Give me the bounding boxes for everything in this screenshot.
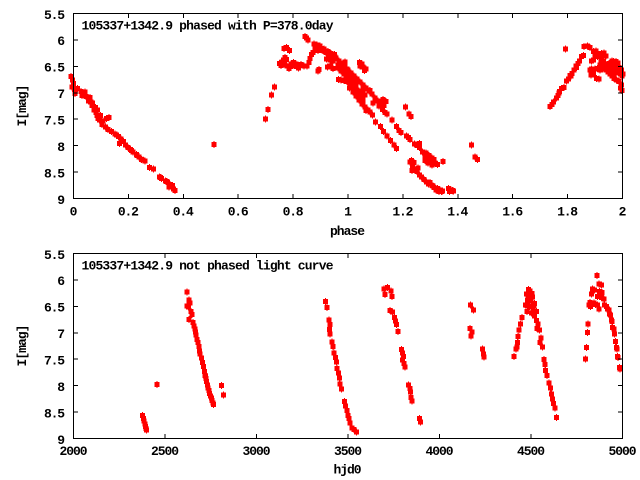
svg-text:9: 9	[57, 193, 65, 208]
svg-text:5.5: 5.5	[44, 248, 65, 263]
svg-text:1.8: 1.8	[557, 205, 578, 220]
svg-text:2000: 2000	[60, 444, 88, 459]
svg-text:phase: phase	[330, 224, 365, 239]
svg-text:2500: 2500	[151, 444, 179, 459]
svg-text:7: 7	[57, 87, 65, 102]
svg-text:I[mag]: I[mag]	[15, 325, 30, 367]
svg-text:I[mag]: I[mag]	[15, 85, 30, 127]
svg-text:105337+1342.9 not phased light: 105337+1342.9 not phased light curve	[82, 259, 334, 274]
svg-text:6.5: 6.5	[44, 61, 65, 76]
svg-text:9: 9	[57, 433, 65, 448]
svg-text:7: 7	[57, 327, 65, 342]
svg-text:6: 6	[57, 34, 65, 49]
svg-text:4500: 4500	[517, 444, 545, 459]
svg-text:1: 1	[344, 205, 352, 220]
svg-text:hjd0: hjd0	[334, 463, 362, 478]
svg-text:0.2: 0.2	[118, 205, 139, 220]
svg-text:7.5: 7.5	[44, 114, 65, 129]
svg-text:3000: 3000	[243, 444, 271, 459]
svg-text:3500: 3500	[334, 444, 362, 459]
svg-text:2: 2	[619, 205, 627, 220]
svg-text:5000: 5000	[609, 444, 637, 459]
svg-text:4000: 4000	[426, 444, 454, 459]
svg-text:0: 0	[70, 205, 78, 220]
svg-text:6.5: 6.5	[44, 301, 65, 316]
svg-text:7.5: 7.5	[44, 354, 65, 369]
svg-text:8: 8	[57, 380, 65, 395]
svg-text:1.6: 1.6	[502, 205, 523, 220]
svg-text:0.4: 0.4	[173, 205, 194, 220]
svg-text:0.8: 0.8	[283, 205, 304, 220]
svg-text:5.5: 5.5	[44, 8, 65, 23]
svg-text:0.6: 0.6	[228, 205, 249, 220]
svg-text:105337+1342.9 phased with P=37: 105337+1342.9 phased with P=378.0day	[82, 19, 334, 34]
svg-text:8.5: 8.5	[44, 406, 65, 421]
svg-text:6: 6	[57, 274, 65, 289]
svg-text:1.4: 1.4	[447, 205, 468, 220]
svg-text:8.5: 8.5	[44, 166, 65, 181]
svg-text:8: 8	[57, 140, 65, 155]
svg-text:1.2: 1.2	[392, 205, 413, 220]
